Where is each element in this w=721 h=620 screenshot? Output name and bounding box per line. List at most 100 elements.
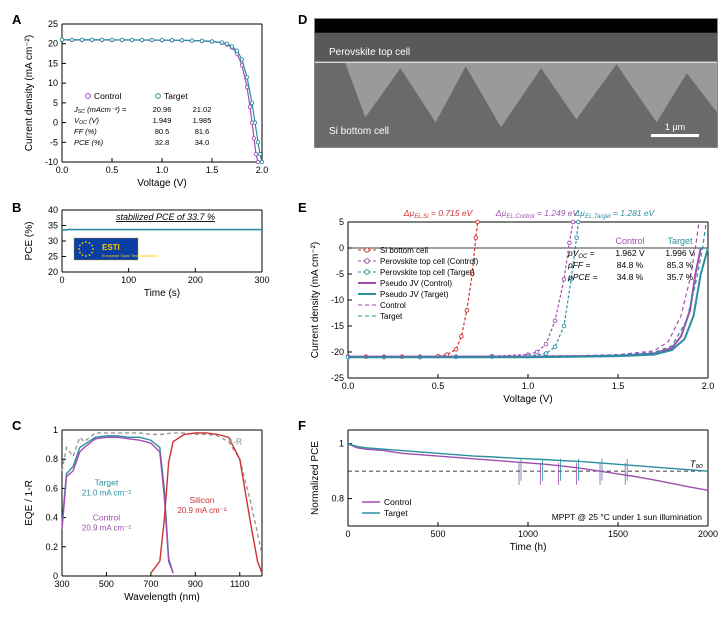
svg-text:ΔµEL,Si = 0.715 eV: ΔµEL,Si = 0.715 eV xyxy=(403,208,474,220)
svg-text:Control: Control xyxy=(93,513,121,523)
svg-text:ΔµEL,Target = 1.281 eV: ΔµEL,Target = 1.281 eV xyxy=(573,208,655,220)
svg-text:JSC (mAcm⁻²) =: JSC (mAcm⁻²) = xyxy=(73,105,127,115)
svg-text:MPPT @ 25 °C under 1 sun illum: MPPT @ 25 °C under 1 sun illumination xyxy=(552,512,703,522)
svg-text:15: 15 xyxy=(48,58,58,68)
svg-text:200: 200 xyxy=(188,275,203,285)
svg-text:0: 0 xyxy=(53,118,58,128)
svg-text:700: 700 xyxy=(143,579,158,589)
panel-d: D Perovskite top cell Si bottom cell 1 µ… xyxy=(298,12,718,192)
svg-text:0.6: 0.6 xyxy=(45,483,58,493)
svg-text:40: 40 xyxy=(48,205,58,215)
svg-text:10: 10 xyxy=(48,78,58,88)
svg-text:20.9 mA cm⁻²: 20.9 mA cm⁻² xyxy=(82,524,131,533)
figure-grid: A 0.00.51.01.52.0-10-50510152025Voltage … xyxy=(12,12,709,608)
svg-text:VOC (V): VOC (V) xyxy=(74,116,99,126)
sem-scale: 1 µm xyxy=(651,122,699,137)
svg-text:2.0: 2.0 xyxy=(702,381,715,391)
svg-text:0: 0 xyxy=(345,529,350,539)
svg-text:20: 20 xyxy=(48,39,58,49)
svg-text:Wavelength (nm): Wavelength (nm) xyxy=(124,592,200,603)
svg-text:-10: -10 xyxy=(45,157,58,167)
svg-text:80.5: 80.5 xyxy=(155,127,170,136)
panel-c: C 300500700900110000.20.40.60.81Waveleng… xyxy=(12,418,282,608)
panel-a-label: A xyxy=(12,12,21,27)
svg-text:Pseudo JV (Control): Pseudo JV (Control) xyxy=(380,279,452,288)
svg-text:1.0: 1.0 xyxy=(156,165,169,175)
svg-text:21.02: 21.02 xyxy=(193,105,212,114)
svg-text:1-R: 1-R xyxy=(228,437,242,447)
svg-text:Pseudo JV (Target): Pseudo JV (Target) xyxy=(380,290,449,299)
sem-top-label: Perovskite top cell xyxy=(329,47,410,58)
svg-text:100: 100 xyxy=(121,275,136,285)
svg-text:300: 300 xyxy=(254,275,269,285)
svg-text:PCE (%): PCE (%) xyxy=(74,138,104,147)
svg-text:0.2: 0.2 xyxy=(45,542,58,552)
svg-text:Silicon: Silicon xyxy=(189,495,214,505)
svg-text:Voltage (V): Voltage (V) xyxy=(137,178,186,189)
svg-text:European Solar Test Installati: European Solar Test Installation xyxy=(102,253,158,258)
svg-text:FF (%): FF (%) xyxy=(74,127,97,136)
svg-text:Control: Control xyxy=(380,301,406,310)
sem-image: Perovskite top cell Si bottom cell 1 µm xyxy=(314,18,718,148)
svg-text:500: 500 xyxy=(99,579,114,589)
panel-b-label: B xyxy=(12,200,21,215)
svg-text:1: 1 xyxy=(53,425,58,435)
svg-text:81.6: 81.6 xyxy=(195,127,210,136)
svg-text:0.5: 0.5 xyxy=(106,165,119,175)
svg-text:Si bottom cell: Si bottom cell xyxy=(380,246,428,255)
svg-text:1.0: 1.0 xyxy=(522,381,535,391)
svg-text:T₉₀: T₉₀ xyxy=(690,459,703,469)
svg-text:Control: Control xyxy=(384,497,412,507)
svg-text:84.8 %: 84.8 % xyxy=(617,260,644,270)
svg-text:Target: Target xyxy=(95,477,119,487)
svg-text:25: 25 xyxy=(48,19,58,29)
svg-text:85.3 %: 85.3 % xyxy=(667,260,694,270)
svg-text:pVOC =: pVOC = xyxy=(567,248,595,260)
svg-text:1: 1 xyxy=(339,439,344,449)
svg-text:500: 500 xyxy=(430,529,445,539)
svg-text:20.9 mA cm⁻²: 20.9 mA cm⁻² xyxy=(177,506,226,515)
panel-f: F 05001000150020000.81Time (h)Normalized… xyxy=(298,418,718,608)
svg-text:Target: Target xyxy=(380,312,403,321)
svg-text:0.5: 0.5 xyxy=(432,381,445,391)
svg-text:-5: -5 xyxy=(50,137,58,147)
svg-text:Perovskite top cell (Control): Perovskite top cell (Control) xyxy=(380,257,479,266)
svg-text:Time (h): Time (h) xyxy=(510,542,547,553)
svg-text:PCE (%): PCE (%) xyxy=(24,222,35,261)
svg-text:Target: Target xyxy=(667,236,693,246)
svg-text:pPCE =: pPCE = xyxy=(567,272,598,282)
svg-text:Current density (mA cm⁻²): Current density (mA cm⁻²) xyxy=(24,35,35,151)
svg-text:ESTI: ESTI xyxy=(102,243,120,252)
svg-text:pFF =: pFF = xyxy=(567,260,590,270)
svg-text:25: 25 xyxy=(48,252,58,262)
svg-text:Voltage (V): Voltage (V) xyxy=(503,394,552,405)
svg-text:-5: -5 xyxy=(336,269,344,279)
svg-text:21.0 mA cm⁻²: 21.0 mA cm⁻² xyxy=(82,488,131,497)
svg-text:20: 20 xyxy=(48,267,58,277)
svg-text:1500: 1500 xyxy=(608,529,628,539)
svg-text:20.96: 20.96 xyxy=(153,105,172,114)
svg-text:Target: Target xyxy=(164,91,188,101)
panel-e: E 0.00.51.01.52.0-25-20-15-10-505Voltage… xyxy=(298,200,718,410)
sem-bottom-label: Si bottom cell xyxy=(329,126,389,137)
svg-text:5: 5 xyxy=(53,98,58,108)
svg-text:Perovskite top cell (Target): Perovskite top cell (Target) xyxy=(380,268,475,277)
svg-text:stabilized PCE of 33.7 %: stabilized PCE of 33.7 % xyxy=(116,212,215,222)
svg-text:0: 0 xyxy=(59,275,64,285)
svg-text:2.0: 2.0 xyxy=(256,165,269,175)
svg-text:-10: -10 xyxy=(331,295,344,305)
sem-scale-text: 1 µm xyxy=(665,122,685,132)
svg-text:0: 0 xyxy=(53,571,58,581)
svg-text:34.0: 34.0 xyxy=(195,138,210,147)
svg-text:0.4: 0.4 xyxy=(45,513,58,523)
panel-b: B 01002003002025303540Time (s)PCE (%)sta… xyxy=(12,200,282,410)
svg-text:35.7 %: 35.7 % xyxy=(667,272,694,282)
svg-text:1000: 1000 xyxy=(518,529,538,539)
svg-text:1.5: 1.5 xyxy=(206,165,219,175)
panel-d-label: D xyxy=(298,12,307,27)
svg-text:1.996 V: 1.996 V xyxy=(665,248,695,258)
svg-text:EQE / 1-R: EQE / 1-R xyxy=(24,480,35,526)
svg-text:Target: Target xyxy=(384,508,408,518)
panel-e-label: E xyxy=(298,200,307,215)
svg-text:1.5: 1.5 xyxy=(612,381,625,391)
